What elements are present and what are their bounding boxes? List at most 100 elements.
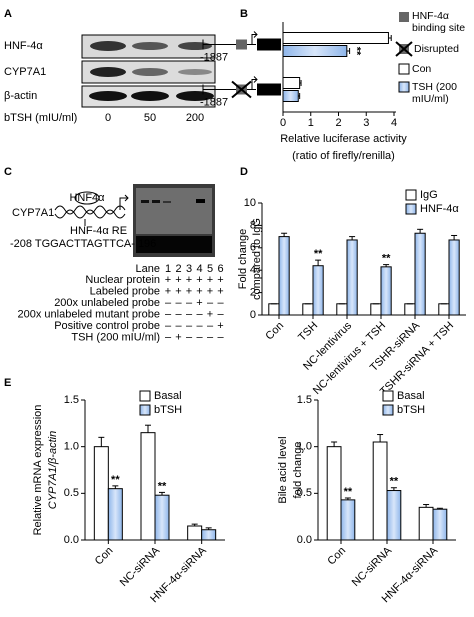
lane-number: 5	[207, 263, 213, 275]
condition-mark: –	[217, 308, 224, 320]
tss-arrow	[251, 76, 258, 90]
condition-mark: +	[165, 274, 171, 286]
y-tick-label: 0.0	[64, 534, 79, 546]
label: Disrupted	[414, 43, 459, 55]
blot-band	[132, 68, 168, 76]
gel-lane-area	[136, 188, 212, 234]
gel-band	[196, 199, 205, 203]
blot-row-label: HNF-4α	[4, 40, 43, 52]
panel-label: C	[4, 166, 12, 178]
western-blot	[81, 34, 216, 108]
free-probe	[136, 236, 212, 253]
bar	[187, 525, 203, 541]
bar	[336, 303, 348, 316]
condition-mark: +	[207, 285, 213, 297]
bar	[201, 529, 217, 541]
legend-label: IgG	[420, 189, 438, 201]
text-box: HNF-4α binding site	[412, 10, 466, 34]
lane-number: 1	[165, 263, 171, 275]
condition-mark: –	[175, 308, 182, 320]
x-tick-label: 0	[280, 117, 286, 129]
construct-position: -1887	[200, 96, 228, 108]
blot-band	[132, 42, 168, 50]
y-axis-label: fold change	[292, 442, 304, 499]
condition-label: Nuclear protein	[85, 274, 160, 286]
blot-band	[131, 91, 169, 101]
reporter-box	[257, 83, 281, 96]
condition-mark: –	[165, 308, 172, 320]
x-tick-label: Con	[93, 545, 116, 568]
condition-label: Labeled probe	[90, 285, 160, 297]
condition-mark: –	[186, 331, 193, 343]
gel-band	[163, 201, 171, 203]
significance: **	[390, 476, 399, 488]
legend-label: Basal	[397, 390, 425, 402]
tss-arrow	[251, 31, 258, 45]
x-tick-label: TSH	[296, 320, 320, 344]
y-axis-label: CYP7A1/β-actin	[47, 431, 59, 509]
significance: **	[158, 480, 167, 492]
reporter-label: LUC	[258, 39, 281, 51]
condition-mark: +	[217, 274, 223, 286]
y-tick-label: 1.0	[297, 441, 312, 453]
gel-band	[141, 200, 149, 203]
x-tick-label: 1	[308, 117, 314, 129]
bar	[386, 490, 402, 541]
bar	[312, 265, 324, 316]
y-tick-label: 0.5	[64, 487, 79, 499]
bar	[370, 303, 382, 316]
significance: **	[344, 486, 353, 498]
element-label: HNF-4α RE	[70, 225, 127, 237]
condition-mark: –	[196, 331, 203, 343]
condition-label: TSH (200 mIU/ml)	[71, 331, 160, 343]
significance: **	[382, 253, 391, 265]
condition-mark: –	[196, 320, 203, 332]
y-tick-label: 10	[244, 197, 256, 209]
bar	[438, 303, 450, 316]
reporter-box	[257, 38, 281, 51]
condition-mark: –	[217, 297, 224, 309]
lane-label: Lane	[136, 263, 160, 275]
legend-cross	[395, 41, 413, 57]
bar	[448, 239, 460, 316]
bar	[404, 303, 416, 316]
bar	[326, 446, 342, 541]
label: TSH (200 mIU/ml)	[412, 81, 457, 105]
gene-label: CYP7A1	[12, 207, 54, 219]
legend-label: Basal	[154, 390, 182, 402]
bar	[302, 303, 314, 316]
y-tick-label: 1.0	[64, 441, 79, 453]
bar	[107, 488, 123, 541]
legend-swatch	[139, 404, 151, 416]
x-tick-label: 2	[335, 117, 341, 129]
condition-mark: –	[217, 331, 224, 343]
significance: **	[351, 47, 363, 56]
condition-mark: –	[165, 331, 172, 343]
condition-mark: –	[207, 297, 214, 309]
bar	[418, 506, 434, 541]
condition-mark: +	[186, 274, 192, 286]
condition-mark: –	[196, 308, 203, 320]
bar	[282, 77, 301, 89]
label: Con	[412, 63, 432, 75]
label: HNF-4α binding site	[412, 10, 466, 34]
lane-number: 3	[186, 263, 192, 275]
bar	[278, 236, 290, 316]
panel-label: D	[240, 166, 248, 178]
legend-label: bTSH	[397, 404, 425, 416]
tss-arrow	[119, 194, 129, 210]
blot-row-label: β-actin	[4, 90, 37, 102]
panel-label: B	[240, 8, 248, 20]
blot-band	[178, 42, 212, 50]
blot-band	[89, 91, 127, 101]
x-axis-label: (ratio of firefly/renilla)	[292, 150, 395, 162]
condition-mark: +	[217, 285, 223, 297]
x-tick-label: 4	[391, 117, 397, 129]
construct-position: -1887	[200, 51, 228, 63]
blot-band	[90, 67, 126, 77]
condition-mark: –	[207, 331, 214, 343]
y-tick-label: 1.5	[297, 394, 312, 406]
condition-mark: +	[207, 308, 213, 320]
panel-label: E	[4, 377, 11, 389]
dose-label: 50	[144, 112, 156, 124]
